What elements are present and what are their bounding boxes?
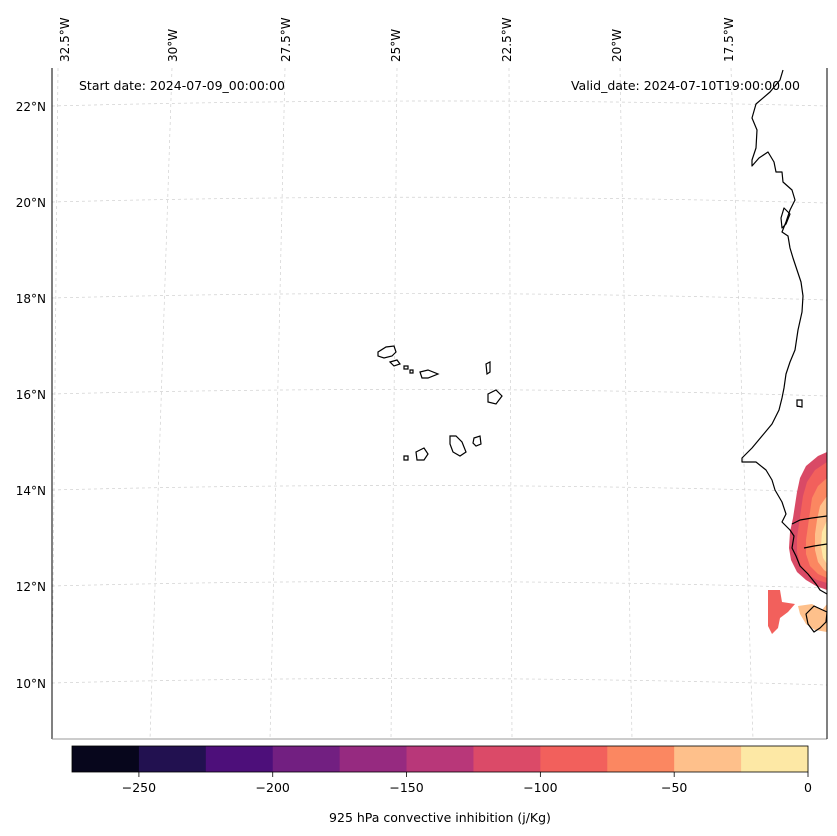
santiago-island [449, 435, 467, 457]
lat-label: 18°N [16, 292, 46, 306]
colorbar-tick-label: −100 [523, 780, 557, 795]
santo-antao-island [377, 345, 397, 359]
sao-vicente-island [388, 359, 401, 367]
cin-fill-guinea-1 [768, 590, 795, 634]
cin-fill-level-5 [821, 520, 827, 564]
maio-island [472, 435, 482, 447]
gambia-border [791, 515, 828, 525]
fogo-island [415, 447, 429, 461]
colorbar-bin [473, 746, 541, 772]
lon-label: 20°W [610, 29, 624, 62]
colorbar-tick-label: −150 [389, 780, 423, 795]
latitude-gridlines [51, 100, 828, 686]
lat-label: 16°N [16, 388, 46, 402]
colorbar-bin [272, 746, 341, 772]
cape-verde-islands [377, 345, 503, 461]
lat-label: 10°N [16, 677, 46, 691]
colorbar-bin [540, 746, 608, 772]
map-area [52, 68, 827, 739]
cin-contours [768, 400, 827, 634]
boa-vista-island [487, 389, 503, 405]
colorbar-bin [72, 746, 140, 772]
lat-label: 14°N [16, 484, 46, 498]
longitude-gridlines [51, 67, 754, 740]
guinea-bissau-border [803, 543, 828, 549]
colorbar-bin [339, 746, 408, 772]
coast-inlet [780, 207, 791, 229]
lon-label: 30°W [166, 29, 180, 62]
colorbar-bin [741, 746, 809, 772]
colorbar-bin [205, 746, 274, 772]
colorbar: −250 −200 −150 −100 −50 0 925 hPa convective … [71, 745, 812, 825]
start-date-annotation: Start date: 2024-07-09_00:00:00 [79, 78, 285, 93]
coastal-island [796, 399, 803, 408]
lon-label: 32.5°W [58, 17, 72, 62]
valid-date-annotation: Valid_date: 2024-07-10T19:00:00.00 [571, 78, 800, 93]
raso-island [409, 369, 414, 374]
brava-island [403, 455, 409, 461]
colorbar-bin [674, 746, 742, 772]
west-africa-coastline [741, 69, 828, 595]
colorbar-tick-label: −50 [661, 780, 687, 795]
colorbar-bin [607, 746, 675, 772]
lon-label: 27.5°W [279, 17, 293, 62]
latitude-labels: 22°N 20°N 18°N 16°N 14°N 12°N 10°N [16, 100, 46, 691]
santa-luzia-island [403, 365, 409, 370]
sal-island [485, 361, 491, 376]
colorbar-bin [406, 746, 474, 772]
lat-label: 22°N [16, 100, 46, 114]
colorbar-outline [71, 745, 809, 773]
colorbar-bin [138, 746, 207, 772]
colorbar-tick-label: −250 [122, 780, 156, 795]
lon-label: 17.5°W [722, 17, 736, 62]
lon-label: 22.5°W [500, 17, 514, 62]
colorbar-title: 925 hPa convective inhibition (j/Kg) [329, 810, 551, 825]
cin-fill-guinea-2 [798, 604, 827, 632]
sao-nicolau-island [419, 369, 440, 379]
colorbar-tick-label: −200 [256, 780, 290, 795]
colorbar-tick-label: 0 [804, 780, 812, 795]
lat-label: 12°N [16, 580, 46, 594]
longitude-labels: 32.5°W 30°W 27.5°W 25°W 22.5°W 20°W 17.5… [58, 17, 736, 62]
lon-label: 25°W [389, 29, 403, 62]
lat-label: 20°N [16, 196, 46, 210]
